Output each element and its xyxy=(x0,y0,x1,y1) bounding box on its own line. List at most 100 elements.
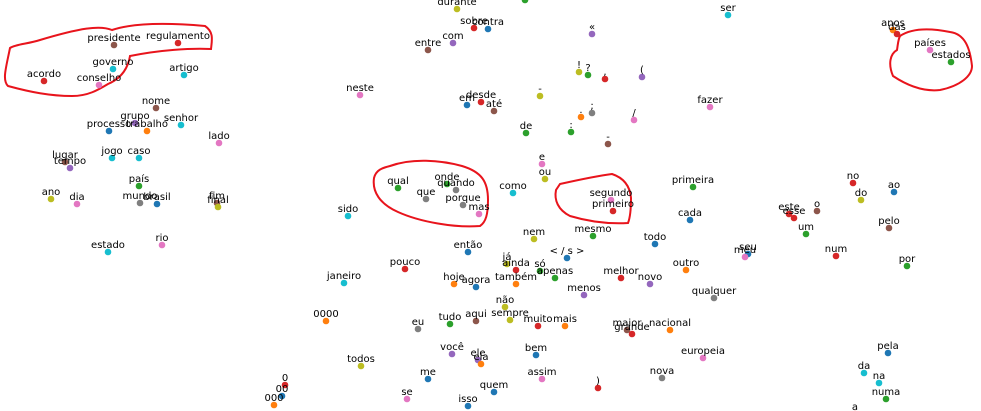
point-label: , xyxy=(603,67,606,78)
scatter-point xyxy=(449,39,457,47)
point-label: ao xyxy=(888,180,900,191)
point-label: novo xyxy=(638,272,663,283)
scatter-point xyxy=(686,216,694,224)
point-label: eu xyxy=(412,317,425,328)
scatter-point xyxy=(575,68,583,76)
scatter-point xyxy=(588,30,596,38)
scatter-point xyxy=(790,214,798,222)
point-label: já xyxy=(502,251,512,263)
point-label: numa xyxy=(872,387,901,398)
point-label: ( xyxy=(640,65,644,76)
point-label: então xyxy=(454,240,483,251)
point-label: sido xyxy=(338,204,358,215)
point-label: presidente xyxy=(87,33,140,44)
scatter-point xyxy=(477,98,485,106)
point-label: se xyxy=(401,387,412,398)
point-label: mais xyxy=(553,314,577,325)
scatter-point xyxy=(577,113,585,121)
scatter-point xyxy=(143,127,151,135)
point-label: também xyxy=(495,271,537,283)
point-label: me xyxy=(420,367,436,378)
scatter-point xyxy=(724,11,732,19)
scatter-point xyxy=(594,384,602,392)
point-label: só xyxy=(534,258,545,270)
scatter-point xyxy=(322,317,330,325)
point-label: qualquer xyxy=(692,286,737,297)
point-label: senhor xyxy=(164,113,199,124)
point-label: num xyxy=(825,244,847,255)
point-label: do xyxy=(855,188,867,199)
point-label: mas xyxy=(468,202,489,213)
scatter-point xyxy=(651,240,659,248)
point-label: nem xyxy=(523,227,545,238)
scatter-point xyxy=(446,320,454,328)
scatter-point xyxy=(884,349,892,357)
scatter-point xyxy=(490,388,498,396)
point-label: entre xyxy=(415,38,441,49)
scatter-point xyxy=(607,196,615,204)
point-label: neste xyxy=(346,83,374,94)
scatter-point xyxy=(110,41,118,49)
scatter-point xyxy=(448,350,456,358)
point-label: « xyxy=(589,22,595,33)
point-label: qual xyxy=(387,176,409,187)
point-label: processo xyxy=(87,119,132,130)
scatter-point xyxy=(61,158,69,166)
point-label: final xyxy=(207,195,229,206)
scatter-point xyxy=(561,322,569,330)
scatter-point xyxy=(394,184,402,192)
point-label: ; xyxy=(590,101,593,112)
scatter-point xyxy=(108,154,116,162)
point-label: agora xyxy=(462,275,491,286)
point-label: ano xyxy=(42,187,61,198)
point-label: país xyxy=(129,173,149,185)
point-label: e xyxy=(539,152,545,163)
scatter-point xyxy=(903,262,911,270)
scatter-point xyxy=(464,248,472,256)
point-label: < / s > xyxy=(550,246,585,257)
scatter-point xyxy=(893,30,901,38)
point-label: mundo xyxy=(123,191,158,202)
scatter-point xyxy=(580,291,588,299)
scatter-point xyxy=(475,210,483,218)
scatter-point xyxy=(503,260,511,268)
point-label: na xyxy=(873,371,885,382)
scatter-point xyxy=(890,188,898,196)
scatter-point xyxy=(40,77,48,85)
point-label: menos xyxy=(567,283,601,294)
scatter-point xyxy=(459,201,467,209)
point-label: grande xyxy=(614,322,649,333)
point-label: meu xyxy=(734,245,756,256)
scatter-point xyxy=(536,92,544,100)
point-label: com xyxy=(442,31,463,42)
scatter-point xyxy=(875,379,883,387)
point-label: fazer xyxy=(697,95,723,106)
point-label: nome xyxy=(142,96,170,107)
point-label: segundo xyxy=(590,188,633,199)
scatter-point xyxy=(538,375,546,383)
scatter-point xyxy=(541,175,549,183)
scatter-point xyxy=(534,322,542,330)
scatter-point xyxy=(424,375,432,383)
points-layer xyxy=(40,0,955,411)
point-label: artigo xyxy=(169,63,198,74)
scatter-point xyxy=(104,248,112,256)
scatter-point xyxy=(630,116,638,124)
scatter-point xyxy=(563,254,571,262)
scatter-point xyxy=(509,189,517,197)
point-label: de xyxy=(520,121,533,132)
point-label: lado xyxy=(208,131,229,142)
point-label: primeiro xyxy=(592,199,634,210)
scatter-point xyxy=(802,230,810,238)
point-label: não xyxy=(496,295,515,306)
point-label: ela xyxy=(473,352,488,363)
point-label: em xyxy=(459,93,475,104)
scatter-point xyxy=(682,266,690,274)
point-label: rio xyxy=(155,233,168,244)
scatter-point xyxy=(356,91,364,99)
point-label: isso xyxy=(458,394,477,405)
point-label: aqui xyxy=(465,309,487,320)
scatter-point xyxy=(849,179,857,187)
scatter-point xyxy=(617,274,625,282)
scatter-point xyxy=(109,65,117,73)
